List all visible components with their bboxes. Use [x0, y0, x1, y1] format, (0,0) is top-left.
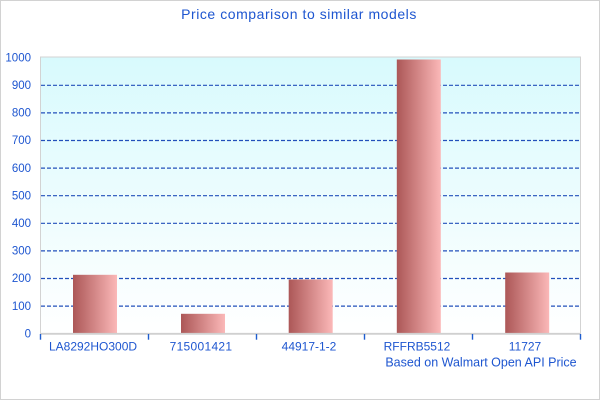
svg-text:Based on Walmart Open API Pric: Based on Walmart Open API Price [385, 356, 576, 370]
svg-text:700: 700 [12, 135, 31, 147]
svg-text:LA8292HO300D: LA8292HO300D [49, 340, 137, 354]
svg-text:800: 800 [12, 108, 31, 120]
svg-text:715001421: 715001421 [170, 340, 233, 354]
svg-text:200: 200 [12, 273, 31, 285]
svg-text:1000: 1000 [5, 52, 31, 64]
svg-text:11727: 11727 [509, 340, 542, 354]
svg-text:100: 100 [12, 301, 31, 313]
svg-text:RFFRB5512: RFFRB5512 [384, 340, 451, 354]
svg-text:900: 900 [12, 80, 31, 92]
svg-text:44917-1-2: 44917-1-2 [282, 340, 337, 354]
svg-text:300: 300 [12, 246, 31, 258]
svg-text:500: 500 [12, 190, 31, 202]
svg-text:0: 0 [25, 328, 31, 340]
svg-text:600: 600 [12, 163, 31, 175]
svg-text:400: 400 [12, 218, 31, 230]
svg-text:Price comparison to similar mo: Price comparison to similar models [181, 6, 417, 22]
